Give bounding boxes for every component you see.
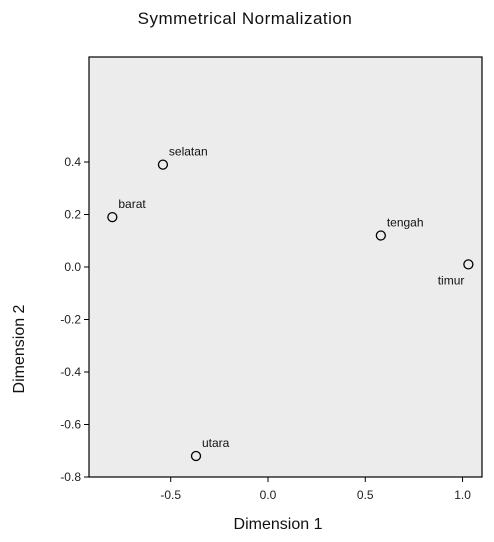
x-tick-label: 0.0 — [260, 488, 277, 502]
point-label: tengah — [387, 216, 424, 230]
y-axis-ticks: 0.4 0.2 0.0 -0.2 -0.4 -0.6 -0.8 — [60, 155, 89, 484]
chart-title: Symmetrical Normalization — [138, 9, 353, 28]
point-marker — [190, 450, 202, 462]
x-tick-label: -0.5 — [160, 488, 181, 502]
point-marker — [375, 230, 386, 241]
point-label: barat — [118, 197, 146, 211]
y-tick-label: -0.4 — [60, 365, 81, 379]
point-label: utara — [202, 436, 230, 450]
y-tick-label: -0.6 — [60, 418, 81, 432]
point-marker — [107, 211, 118, 223]
x-axis-title: Dimension 1 — [234, 516, 323, 533]
y-tick-label: 0.4 — [64, 155, 81, 169]
y-axis-title: Dimension 2 — [11, 304, 28, 393]
x-axis-ticks: -0.5 0.0 0.5 1.0 — [160, 477, 471, 502]
x-tick-label: 0.5 — [357, 488, 374, 502]
y-tick-label: -0.2 — [60, 313, 81, 327]
y-tick-label: 0.2 — [64, 208, 81, 222]
point-label: selatan — [169, 145, 208, 159]
y-tick-label: 0.0 — [64, 260, 81, 274]
y-tick-label: -0.8 — [60, 470, 81, 484]
point-label: timur — [438, 273, 465, 287]
x-tick-label: 1.0 — [454, 488, 471, 502]
plot-area — [88, 56, 483, 478]
point-marker — [463, 259, 474, 270]
data-points: selatan barat tengah timur utara — [107, 145, 474, 462]
point-marker — [157, 159, 169, 170]
